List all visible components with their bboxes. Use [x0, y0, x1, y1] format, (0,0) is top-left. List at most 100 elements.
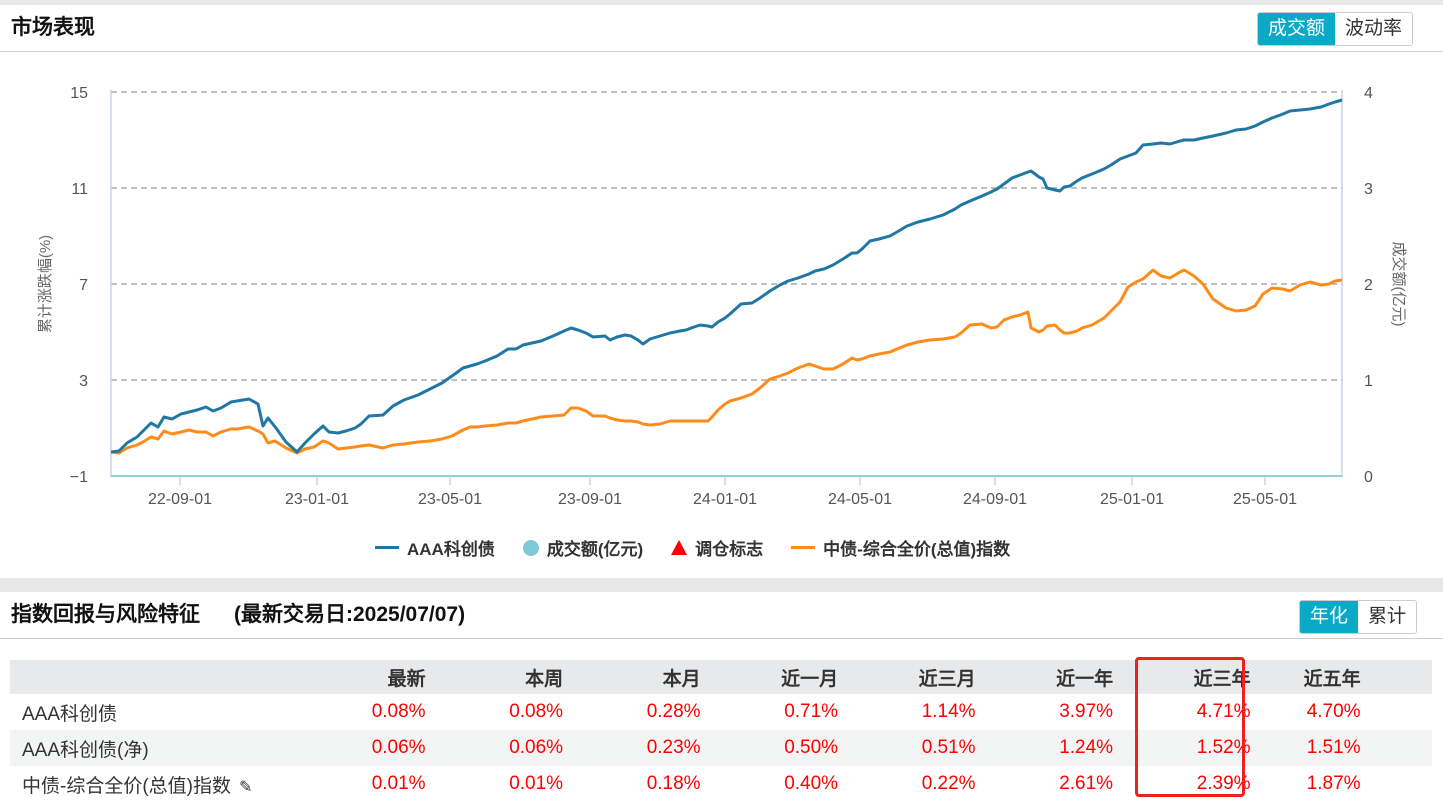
cell: 0.51%	[838, 730, 976, 766]
cell-spacer	[1361, 766, 1432, 802]
cell: 0.06%	[425, 730, 564, 766]
header-1y: 近一年	[975, 660, 1114, 694]
cell: 4.71%	[1196, 701, 1251, 722]
x-tick-label: 23-05-01	[418, 491, 482, 508]
cell: 0.71%	[784, 701, 839, 722]
row-name: AAA科创债	[22, 703, 118, 725]
row-name-text: 中债-综合全价(总值)指数	[22, 775, 231, 797]
y-tick-label: 3	[79, 373, 88, 390]
header-3m: 近三月	[838, 660, 976, 694]
toggle-cumulative[interactable]: 累计	[1358, 601, 1417, 633]
header-5y: 近五年	[1250, 660, 1361, 694]
legend-label: AAA科创债	[407, 540, 495, 559]
x-tick-label: 22-09-01	[148, 491, 212, 508]
top-band	[0, 0, 1443, 5]
bond-index-line	[110, 268, 1343, 455]
cell: 0.08%	[509, 701, 564, 722]
cell: 0.22%	[921, 773, 976, 794]
y-tick-label: 15	[70, 85, 88, 102]
market-section-header: 市场表现 成交额 波动率	[0, 5, 1443, 52]
x-tick-label: 25-01-01	[1100, 491, 1164, 508]
x-tick-label: 23-09-01	[558, 491, 622, 508]
returns-title-text: 指数回报与风险特征	[11, 603, 200, 626]
returns-section-header: 指数回报与风险特征 (最新交易日:2025/07/07) 年化 累计	[0, 592, 1443, 639]
market-section-title: 市场表现	[11, 16, 95, 39]
y-axis-right-ticks: 4 3 2 1 0	[1364, 85, 1373, 486]
cell: 0.06%	[305, 730, 426, 766]
toggle-turnover[interactable]: 成交额	[1258, 13, 1336, 45]
table-header-row: 最新 本周 本月 近一月 近三月 近一年 近三年 近五年	[10, 660, 1432, 694]
y2-tick-label: 3	[1364, 181, 1373, 198]
header-latest: 最新	[305, 660, 426, 694]
toggle-volatility[interactable]: 波动率	[1335, 13, 1413, 45]
cell: 0.50%	[700, 730, 839, 766]
cell: 1.24%	[975, 730, 1114, 766]
cell: 0.01%	[371, 773, 426, 794]
cell: 1.14%	[921, 701, 976, 722]
legend-label: 调仓标志	[695, 540, 764, 559]
legend-label: 成交额(亿元)	[546, 540, 644, 559]
table-row: AAA科创债(净) 0.06% 0.06% 0.23% 0.50% 0.51% …	[10, 730, 1432, 766]
y-axis-left-ticks: 15 11 7 3 −1	[70, 85, 88, 486]
header-name	[10, 660, 306, 694]
toggle-annualized[interactable]: 年化	[1300, 601, 1359, 633]
table-row: 中债-综合全价(总值)指数 ✎ 0.01% 0.01% 0.18% 0.40% 0…	[10, 766, 1432, 802]
cell: 0.18%	[646, 773, 701, 794]
cell: 0.40%	[784, 773, 839, 794]
chart-grid	[111, 91, 1342, 477]
y-tick-label: 7	[79, 277, 88, 294]
cell: 3.97%	[1059, 701, 1114, 722]
y2-tick-label: 0	[1364, 469, 1373, 486]
y-axis-left-label: 累计涨跌幅(%)	[37, 235, 54, 333]
y2-tick-label: 1	[1364, 373, 1373, 390]
legend-label: 中债-综合全价(总值)指数	[823, 540, 1011, 559]
cell: 0.28%	[646, 701, 701, 722]
legend-item-bond-index[interactable]: 中债-综合全价(总值)指数	[791, 535, 1010, 560]
x-tick-label: 24-01-01	[693, 491, 757, 508]
y2-tick-label: 2	[1364, 277, 1373, 294]
pencil-icon[interactable]: ✎	[238, 778, 253, 796]
cell: 0.01%	[509, 773, 564, 794]
line-swatch-icon	[375, 546, 399, 549]
legend-item-aaa[interactable]: AAA科创债	[375, 535, 495, 560]
returns-section-title: 指数回报与风险特征 (最新交易日:2025/07/07)	[11, 592, 465, 638]
legend-item-volume[interactable]: 成交额(亿元)	[522, 535, 644, 560]
cell: 1.87%	[1306, 773, 1361, 794]
y-tick-label: 11	[71, 181, 88, 198]
legend-item-rebalance[interactable]: 调仓标志	[671, 535, 763, 560]
header-3y: 近三年	[1113, 660, 1251, 694]
header-spacer	[1360, 660, 1432, 694]
row-name: AAA科创债(净)	[10, 730, 306, 766]
x-tick-label: 24-05-01	[828, 491, 892, 508]
header-1m: 近一月	[700, 660, 839, 694]
line-swatch-icon	[791, 546, 816, 549]
cell: 0.08%	[371, 701, 426, 722]
aaa-line	[110, 98, 1343, 454]
x-tick-label: 25-05-01	[1233, 491, 1297, 508]
cell: 0.23%	[563, 730, 701, 766]
returns-table: 最新 本周 本月 近一月 近三月 近一年 近三年 近五年 AAA科创债 0.08…	[10, 660, 1432, 802]
x-axis-ticks: 22-09-01 23-01-01 23-05-01 23-09-01 24-01-01…	[148, 477, 1297, 508]
return-mode-toggle: 年化 累计	[1299, 600, 1418, 634]
header-week: 本周	[425, 660, 564, 694]
x-tick-label: 24-09-01	[963, 491, 1027, 508]
cell: 4.70%	[1306, 701, 1361, 722]
cell: 1.51%	[1250, 730, 1361, 766]
row-name: 中债-综合全价(总值)指数 ✎	[10, 766, 305, 802]
triangle-swatch-icon	[671, 540, 688, 555]
y2-tick-label: 4	[1364, 85, 1373, 102]
cell: 2.39%	[1196, 773, 1251, 794]
section-divider	[0, 578, 1443, 592]
market-metric-toggle: 成交额 波动率	[1257, 12, 1414, 46]
cell-spacer	[1361, 694, 1432, 730]
cell: 2.61%	[1059, 773, 1114, 794]
latest-trade-date: (最新交易日:2025/07/07)	[234, 603, 466, 626]
cell: 1.52%	[1113, 730, 1251, 766]
x-tick-label: 23-01-01	[285, 491, 349, 508]
dot-swatch-icon	[522, 539, 539, 556]
header-month: 本月	[563, 660, 701, 694]
table-row: AAA科创债 0.08% 0.08% 0.28% 0.71% 1.14% 3.9…	[10, 694, 1432, 730]
y-tick-label: −1	[70, 469, 88, 486]
cell-spacer	[1360, 730, 1432, 766]
